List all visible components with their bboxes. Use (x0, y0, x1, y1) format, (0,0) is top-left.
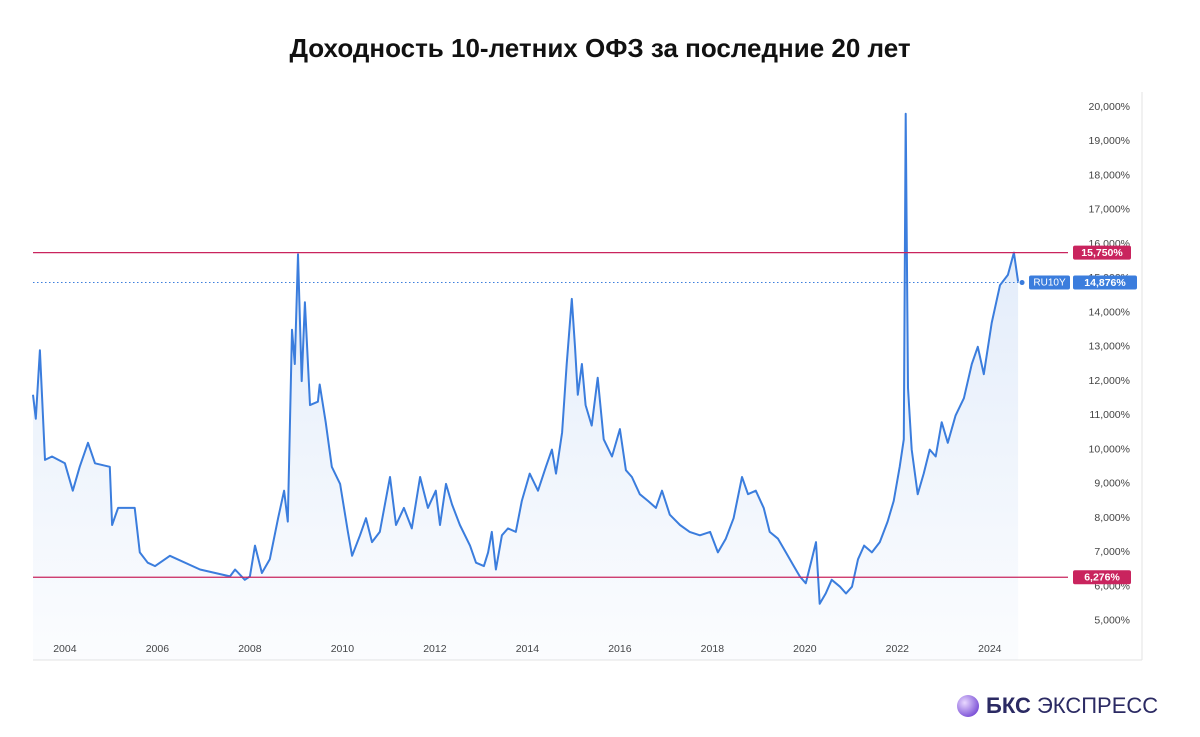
line (32, 112, 1020, 605)
y-tick-label: 9,000% (1094, 478, 1130, 490)
chart-title: Доходность 10-летних ОФЗ за последние 20… (289, 33, 910, 63)
y-tick-label: 12,000% (1089, 375, 1130, 387)
series-tag: RU10Y (1033, 278, 1066, 289)
area (33, 113, 1019, 661)
y-tick-label: 19,000% (1089, 135, 1130, 147)
y-tick-label: 8,000% (1094, 512, 1130, 524)
brand: БКС ЭКСПРЕСС (986, 693, 1158, 718)
y-tick-label: 10,000% (1089, 443, 1130, 455)
y-tick-label: 5,000% (1094, 615, 1130, 627)
marker-label: 6,276% (1084, 572, 1120, 584)
last-price-box (1073, 275, 1137, 290)
marker-label: 15,750% (1081, 247, 1123, 259)
y-tick-label: 18,000% (1089, 169, 1130, 181)
y-tick-label: 7,000% (1094, 546, 1130, 558)
y-tick-label: 11,000% (1089, 409, 1130, 421)
brand-product: ЭКСПРЕСС (1037, 693, 1158, 718)
series-tag-box (1029, 275, 1070, 290)
y-tick-label: 13,000% (1089, 341, 1130, 353)
plot: 5,000%6,000%7,000%8,000%9,000%10,000%11,… (32, 101, 1137, 661)
last-price-dot (1019, 280, 1025, 286)
y-tick-label: 20,000% (1089, 101, 1130, 113)
brand-logo (957, 695, 979, 717)
y-tick-label: 17,000% (1089, 204, 1130, 216)
marker-label-box (1073, 570, 1131, 585)
last-price-label: 14,876% (1084, 277, 1126, 289)
marker-label-box (1073, 245, 1131, 260)
brand-name: БКС (986, 693, 1031, 718)
y-tick-label: 14,000% (1089, 306, 1130, 318)
